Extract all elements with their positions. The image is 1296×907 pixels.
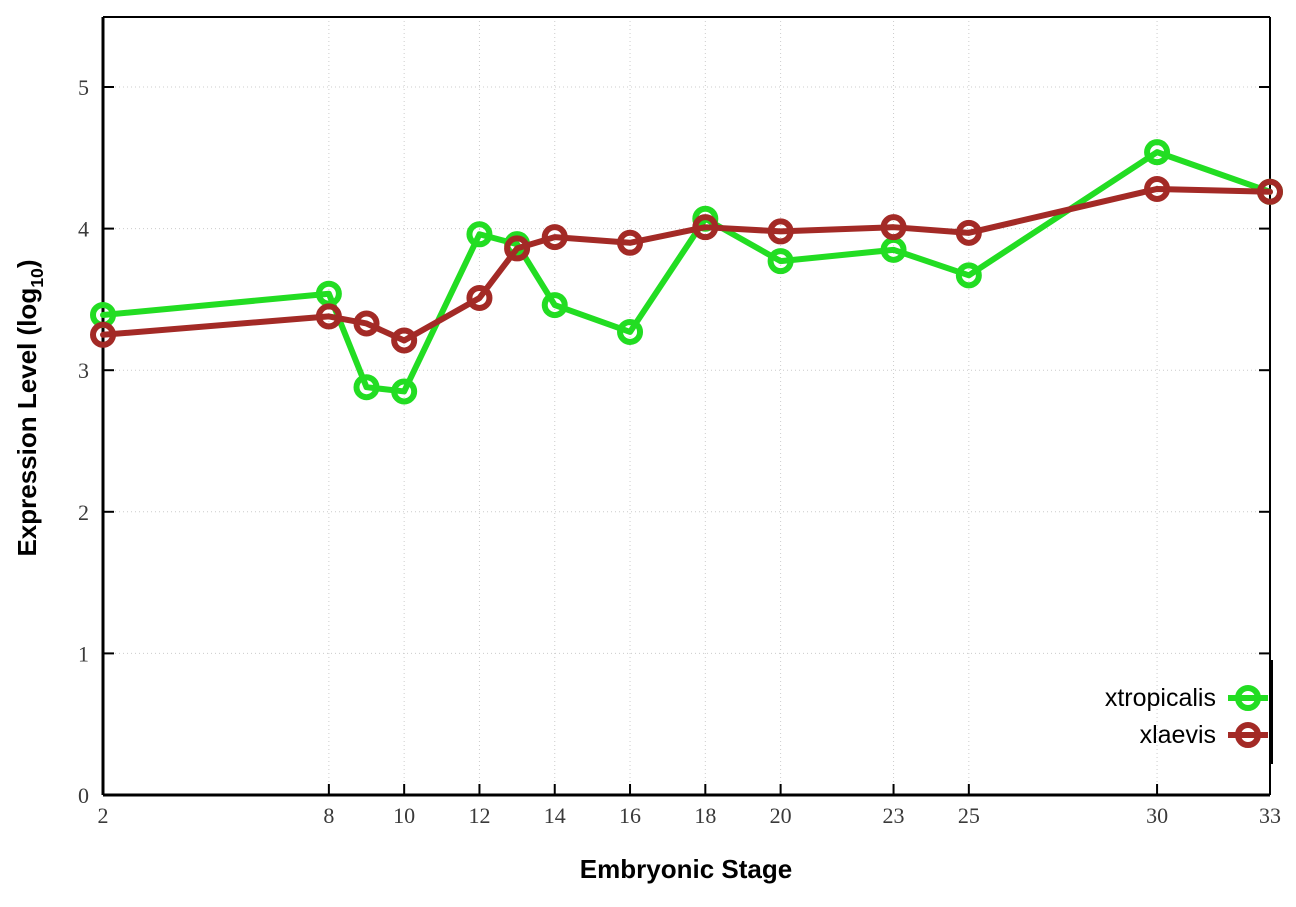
x-tick-label: 10 — [393, 803, 415, 828]
legend-marker-icon — [1235, 722, 1261, 748]
data-point-marker[interactable] — [880, 214, 907, 241]
data-point-marker[interactable] — [955, 219, 982, 246]
data-point-marker[interactable] — [767, 218, 794, 245]
x-tick-label: 16 — [619, 803, 641, 828]
x-tick-label: 18 — [694, 803, 716, 828]
data-point-marker[interactable] — [466, 221, 493, 248]
data-point-marker[interactable] — [504, 235, 531, 262]
y-tick-label: 2 — [78, 500, 89, 525]
data-point-marker[interactable] — [1144, 139, 1171, 166]
x-tick-label: 33 — [1259, 803, 1281, 828]
data-point-marker[interactable] — [767, 248, 794, 275]
legend-marker-icon — [1235, 685, 1261, 711]
series-xtropicalis — [90, 139, 1283, 405]
y-tick-label: 0 — [78, 783, 89, 808]
x-tick-label: 12 — [468, 803, 490, 828]
y-tick-label: 3 — [78, 358, 89, 383]
y-axis-title-group: Expression Level (log10) — [12, 259, 47, 556]
data-point-marker[interactable] — [1144, 175, 1171, 202]
data-point-marker[interactable] — [541, 292, 568, 319]
y-tick-label: 4 — [78, 217, 89, 242]
data-point-marker[interactable] — [353, 310, 380, 337]
x-tick-label: 23 — [883, 803, 905, 828]
x-tick-label: 2 — [98, 803, 109, 828]
data-point-marker[interactable] — [692, 214, 719, 241]
y-tick-label: 1 — [78, 641, 89, 666]
x-axis-title: Embryonic Stage — [580, 854, 792, 884]
legend-label-xtropicalis: xtropicalis — [1105, 684, 1216, 712]
x-tick-label: 25 — [958, 803, 980, 828]
data-point-marker[interactable] — [391, 327, 418, 354]
data-point-marker[interactable] — [353, 374, 380, 401]
legend-label-xlaevis: xlaevis — [1140, 721, 1216, 749]
x-tick-label: 30 — [1146, 803, 1168, 828]
data-series-layer — [90, 139, 1283, 405]
data-point-marker[interactable] — [955, 262, 982, 289]
y-tick-label: 5 — [78, 75, 89, 100]
x-tick-label: 20 — [770, 803, 792, 828]
y-axis-tick-labels: 0 1 2 3 4 5 — [78, 75, 89, 808]
tick-marks-group — [102, 86, 1271, 796]
x-tick-label: 8 — [323, 803, 334, 828]
x-axis-tick-labels: 2 8 10 12 14 16 18 20 23 25 30 33 — [98, 803, 1282, 828]
data-point-marker[interactable] — [90, 321, 116, 348]
data-point-marker[interactable] — [315, 303, 342, 330]
data-point-marker[interactable] — [1257, 178, 1283, 205]
x-tick-label: 14 — [544, 803, 566, 828]
data-point-marker[interactable] — [617, 229, 644, 256]
data-point-marker[interactable] — [466, 284, 493, 311]
chart-legend: xtropicalis xlaevis — [1105, 660, 1273, 764]
y-axis-title: Expression Level (log10) — [12, 259, 47, 556]
data-point-marker[interactable] — [541, 224, 568, 251]
plot-frame — [101, 16, 1271, 797]
series-xlaevis — [90, 175, 1283, 354]
data-point-marker[interactable] — [391, 378, 418, 405]
data-point-marker[interactable] — [617, 318, 644, 345]
series-line — [100, 149, 1273, 395]
